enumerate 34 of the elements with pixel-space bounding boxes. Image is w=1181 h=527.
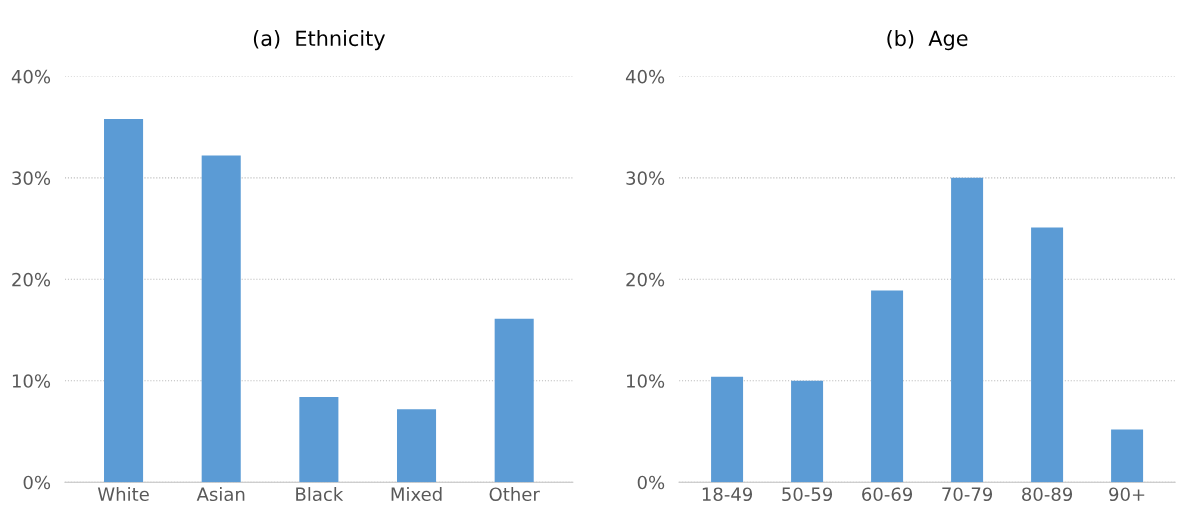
- x-tick-label: Black: [296, 487, 344, 502]
- chart-title: (a) Ethnicity: [253, 30, 386, 51]
- y-tick-label: 20%: [626, 272, 665, 287]
- x-tick-label: Mixed: [391, 487, 442, 502]
- y-tick-label: 30%: [12, 171, 51, 185]
- bar: [397, 409, 437, 483]
- bar: [299, 396, 339, 483]
- bar: [951, 177, 984, 483]
- bar: [1111, 429, 1144, 483]
- y-tick-label: 0%: [23, 475, 51, 490]
- bar: [201, 155, 241, 483]
- x-tick-label: Asian: [196, 487, 245, 502]
- y-tick-label: 10%: [12, 374, 51, 388]
- bar: [711, 376, 744, 483]
- x-tick-label: 70-79: [942, 487, 993, 502]
- x-tick-label: Other: [489, 487, 540, 502]
- chart-title: (b) Age: [887, 30, 968, 51]
- bar: [104, 119, 144, 483]
- y-tick-label: 40%: [625, 69, 665, 84]
- bar: [1031, 227, 1064, 483]
- x-tick-label: 50-59: [782, 487, 833, 502]
- bar: [871, 290, 904, 483]
- x-tick-label: 60-69: [862, 487, 913, 502]
- y-tick-label: 30%: [626, 171, 665, 185]
- x-tick-label: 90+: [1109, 487, 1145, 502]
- x-tick-label: 80-89: [1022, 487, 1073, 502]
- bar: [791, 380, 824, 483]
- x-tick-label: 18-49: [702, 487, 753, 502]
- x-tick-label: White: [97, 487, 149, 502]
- y-tick-label: 20%: [12, 272, 51, 287]
- bar: [494, 318, 534, 483]
- y-tick-label: 10%: [627, 374, 665, 388]
- y-tick-label: 40%: [11, 69, 51, 84]
- y-tick-label: 0%: [637, 475, 665, 490]
